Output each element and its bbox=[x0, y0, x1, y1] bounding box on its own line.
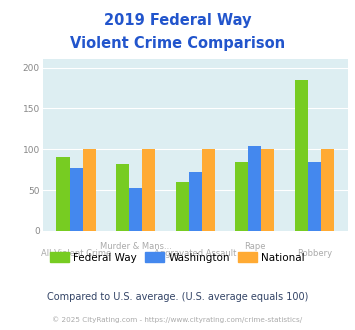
Text: Aggravated Assault: Aggravated Assault bbox=[154, 249, 236, 258]
Bar bbox=[308, 162, 321, 231]
Bar bbox=[142, 149, 155, 231]
Bar bbox=[83, 149, 96, 231]
Bar bbox=[70, 168, 83, 231]
Bar bbox=[202, 149, 215, 231]
Bar bbox=[189, 172, 202, 231]
Bar bbox=[129, 188, 142, 231]
Bar bbox=[295, 80, 308, 231]
Text: Murder & Mans...: Murder & Mans... bbox=[100, 242, 171, 250]
Text: Compared to U.S. average. (U.S. average equals 100): Compared to U.S. average. (U.S. average … bbox=[47, 292, 308, 302]
Bar bbox=[176, 182, 189, 231]
Bar bbox=[248, 146, 261, 231]
Legend: Federal Way, Washington, National: Federal Way, Washington, National bbox=[46, 248, 309, 267]
Text: © 2025 CityRating.com - https://www.cityrating.com/crime-statistics/: © 2025 CityRating.com - https://www.city… bbox=[53, 317, 302, 323]
Bar bbox=[261, 149, 274, 231]
Bar bbox=[116, 164, 129, 231]
Text: All Violent Crime: All Violent Crime bbox=[41, 249, 111, 258]
Bar bbox=[235, 162, 248, 231]
Text: Violent Crime Comparison: Violent Crime Comparison bbox=[70, 36, 285, 51]
Text: Rape: Rape bbox=[244, 242, 266, 250]
Bar bbox=[321, 149, 334, 231]
Text: 2019 Federal Way: 2019 Federal Way bbox=[104, 13, 251, 28]
Bar bbox=[56, 157, 70, 231]
Text: Robbery: Robbery bbox=[297, 249, 332, 258]
